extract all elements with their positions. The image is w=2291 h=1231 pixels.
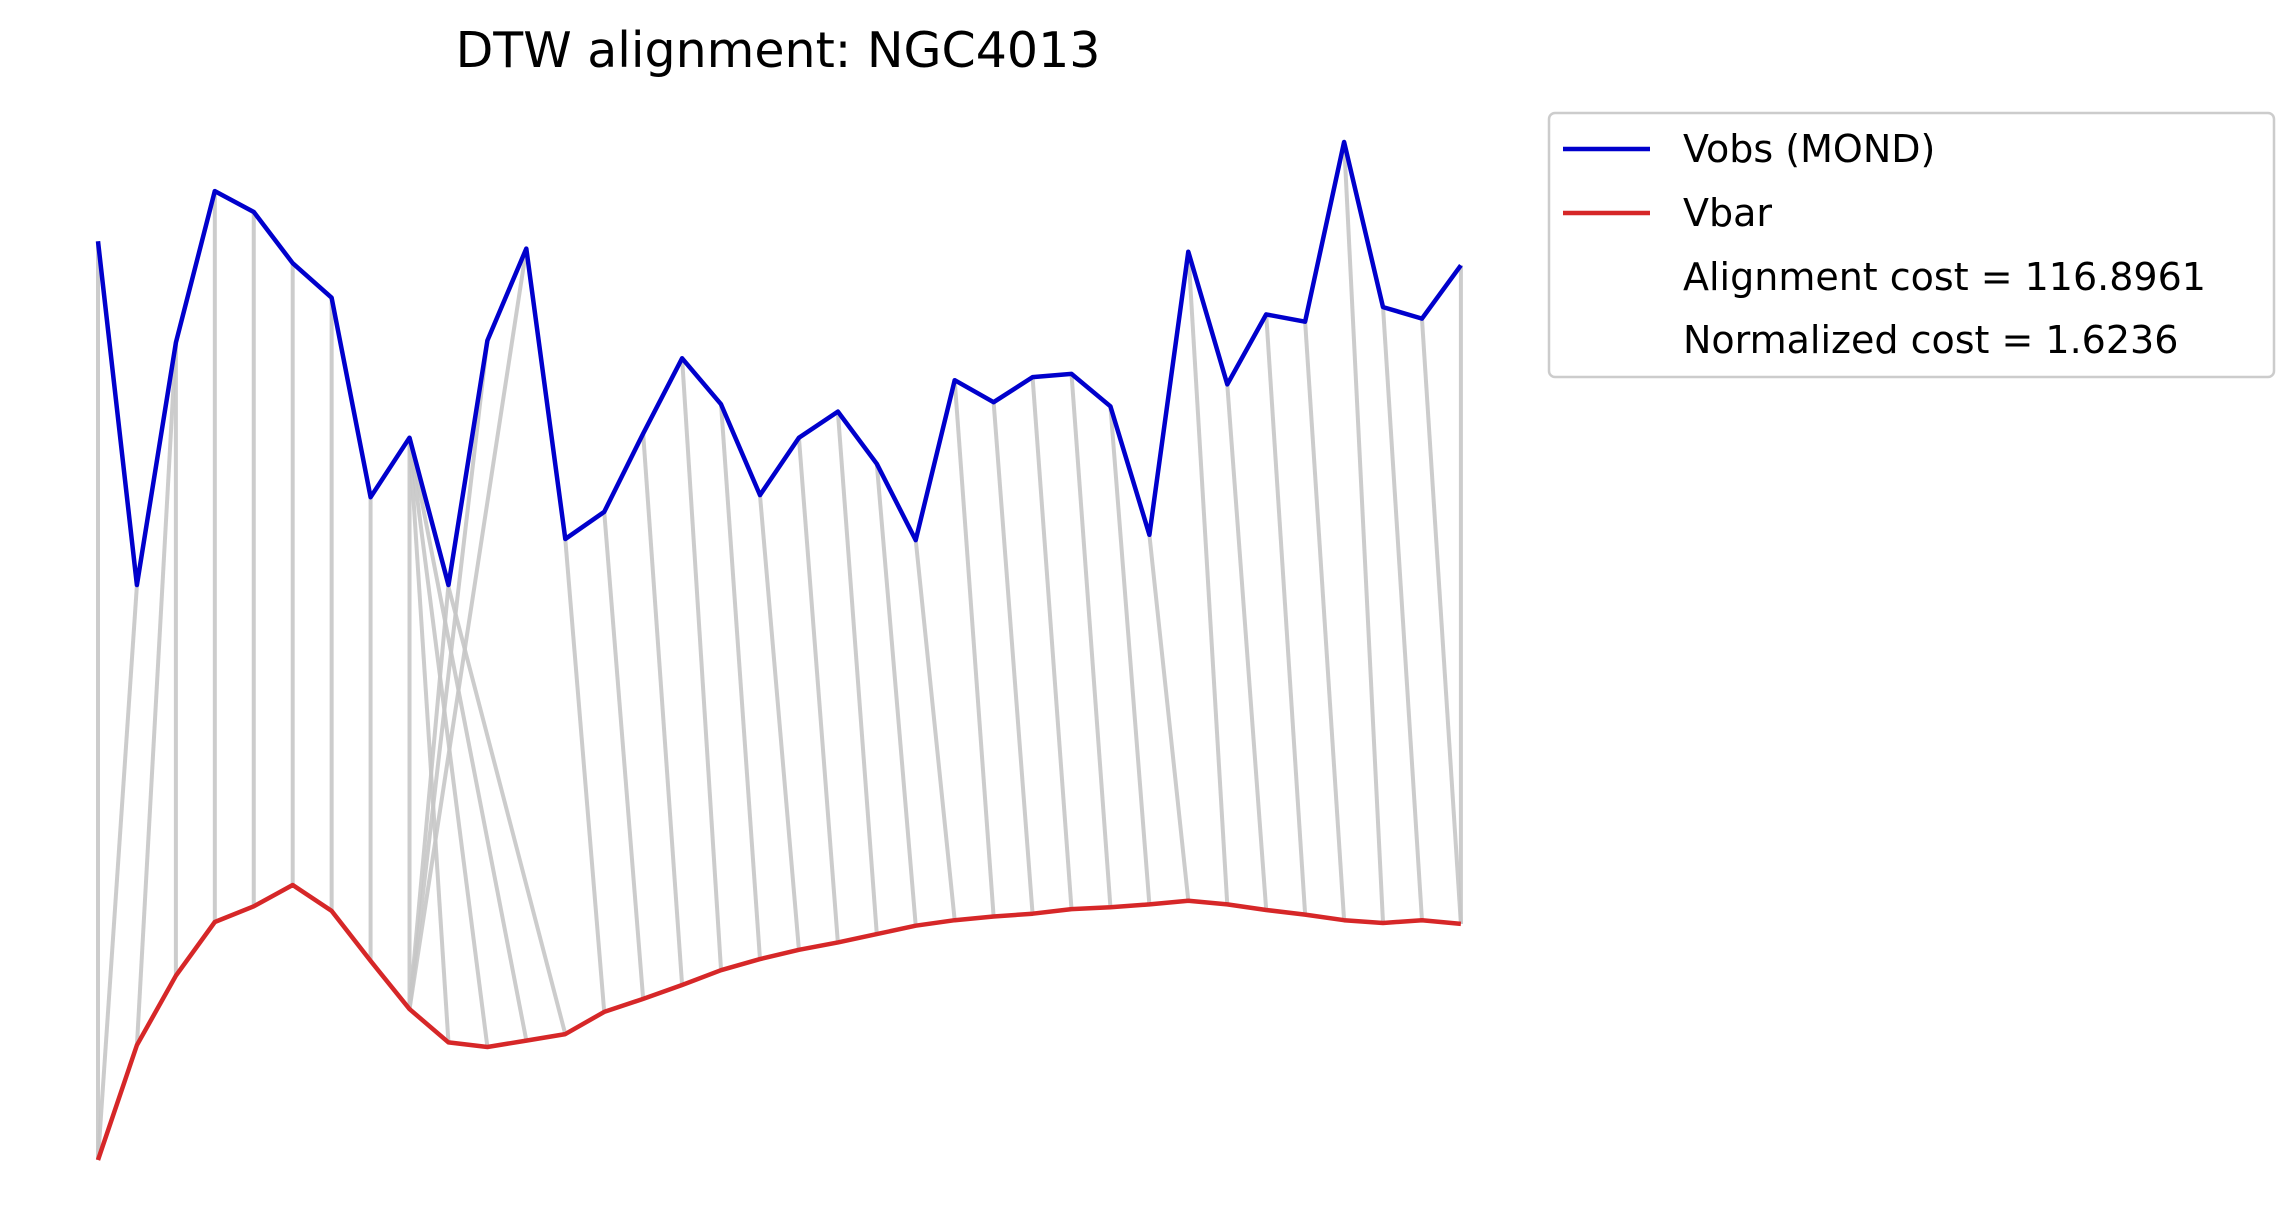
- alignment-line-29: [1030, 376, 1074, 910]
- alignment-line-17: [563, 538, 607, 1013]
- legend-normalized-cost: Normalized cost = 1.6236: [1683, 318, 2178, 362]
- alignment-line-16: [407, 248, 529, 1010]
- alignment-line-11: [407, 437, 490, 1048]
- series-group: [95, 139, 1463, 1161]
- alignment-line-24: [835, 411, 879, 935]
- alignment-line-36: [1303, 321, 1347, 921]
- legend: Vobs (MOND) Vbar Alignment cost = 116.89…: [1547, 111, 2276, 379]
- chart-title: DTW alignment: NGC4013: [456, 22, 1101, 79]
- alignment-line-31: [1108, 406, 1152, 905]
- alignment-line-35: [1264, 314, 1308, 915]
- alignment-line-12: [407, 437, 529, 1041]
- series-line-vobs: [95, 139, 1463, 588]
- series-line-vbar: [95, 882, 1462, 1161]
- alignment-line-25: [874, 463, 918, 926]
- alignment-line-26: [913, 539, 957, 921]
- alignment-line-32: [1147, 534, 1191, 901]
- alignment-line-30: [1069, 373, 1113, 908]
- alignment-line-15: [407, 340, 490, 1010]
- legend-alignment-cost: Alignment cost = 116.8961: [1683, 255, 2206, 299]
- alignment-line-27: [952, 380, 996, 917]
- alignment-line-18: [602, 511, 646, 1000]
- alignment-line-23: [796, 437, 840, 943]
- alignment-line-34: [1225, 384, 1269, 911]
- alignment-line-21: [719, 404, 762, 960]
- alignment-line-37: [1342, 141, 1386, 924]
- alignment-line-2: [134, 342, 178, 1046]
- alignment-lines: [96, 141, 1463, 1161]
- legend-label-vobs: Vobs (MOND): [1683, 127, 1935, 171]
- alignment-line-28: [991, 402, 1035, 914]
- alignment-line-33: [1186, 251, 1230, 905]
- alignment-line-10: [407, 437, 451, 1043]
- alignment-line-39: [1419, 318, 1463, 925]
- alignment-line-19: [641, 433, 685, 986]
- alignment-line-22: [757, 494, 801, 950]
- alignment-line-1: [96, 584, 139, 1161]
- legend-frame: [1547, 111, 2276, 379]
- alignment-line-20: [680, 358, 724, 971]
- legend-label-vbar: Vbar: [1683, 191, 1772, 235]
- alignment-line-38: [1381, 306, 1424, 921]
